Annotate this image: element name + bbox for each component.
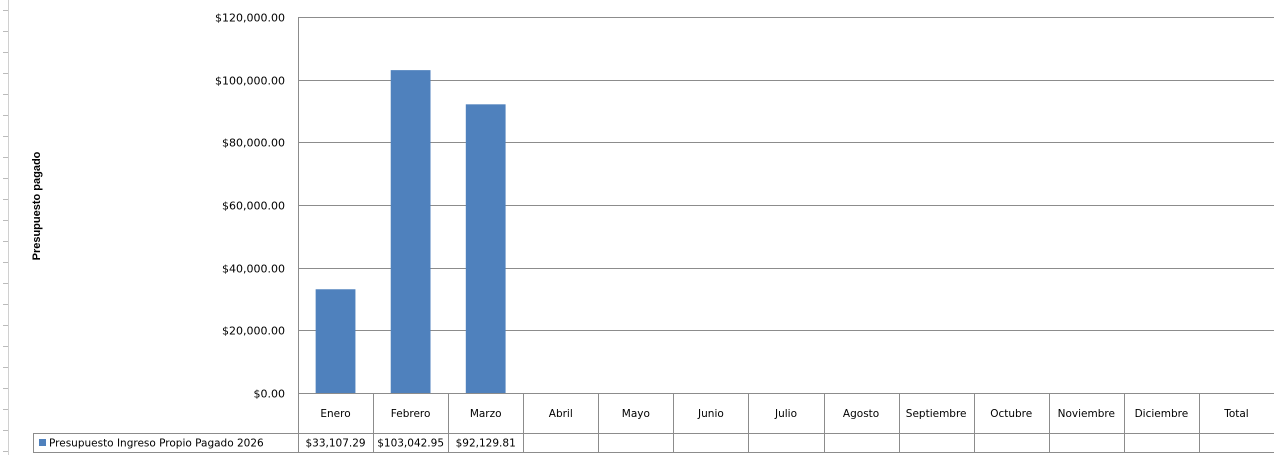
y-tick-label: $120,000.00 bbox=[215, 12, 285, 25]
legend-swatch bbox=[39, 439, 46, 446]
bar bbox=[465, 104, 506, 393]
y-tick-label: $20,000.00 bbox=[222, 325, 285, 338]
category-label: Enero bbox=[320, 408, 350, 420]
y-tick-label: $100,000.00 bbox=[215, 75, 285, 88]
category-label: Julio bbox=[774, 408, 797, 420]
value-cell: $33,107.29 bbox=[305, 438, 365, 450]
data-table: Enero Febrero Marzo Abril Mayo Junio Julio Agos… bbox=[33, 393, 1274, 453]
y-axis-title: Presupuesto pagado bbox=[31, 151, 43, 260]
y-tick-label: $80,000.00 bbox=[222, 137, 285, 150]
category-label: Diciembre bbox=[1135, 408, 1189, 420]
y-tick-label: $60,000.00 bbox=[222, 200, 285, 213]
category-label: Septiembre bbox=[906, 408, 967, 420]
category-label: Marzo bbox=[470, 408, 502, 420]
y-tick-labels: $0.00 $20,000.00 $40,000.00 $60,000.00 $80,0… bbox=[215, 12, 285, 401]
category-label: Octubre bbox=[990, 408, 1032, 420]
category-label: Febrero bbox=[391, 408, 431, 420]
category-label: Noviembre bbox=[1058, 408, 1115, 420]
y-tick-label: $40,000.00 bbox=[222, 263, 285, 276]
legend-label: Presupuesto Ingreso Propio Pagado 2026 bbox=[49, 438, 264, 450]
category-label: Abril bbox=[549, 408, 573, 420]
y-tick-label: $0.00 bbox=[254, 388, 286, 401]
bar bbox=[390, 70, 431, 394]
category-label: Junio bbox=[697, 408, 724, 420]
category-label: Mayo bbox=[622, 408, 650, 420]
gridlines bbox=[298, 17, 1274, 452]
category-label: Total bbox=[1223, 408, 1249, 420]
category-label: Agosto bbox=[843, 408, 879, 420]
bar bbox=[315, 289, 356, 393]
value-cell: $103,042.95 bbox=[377, 438, 444, 450]
value-cell: $92,129.81 bbox=[456, 438, 516, 450]
left-edge-ticks bbox=[3, 0, 9, 455]
bars bbox=[315, 70, 506, 394]
